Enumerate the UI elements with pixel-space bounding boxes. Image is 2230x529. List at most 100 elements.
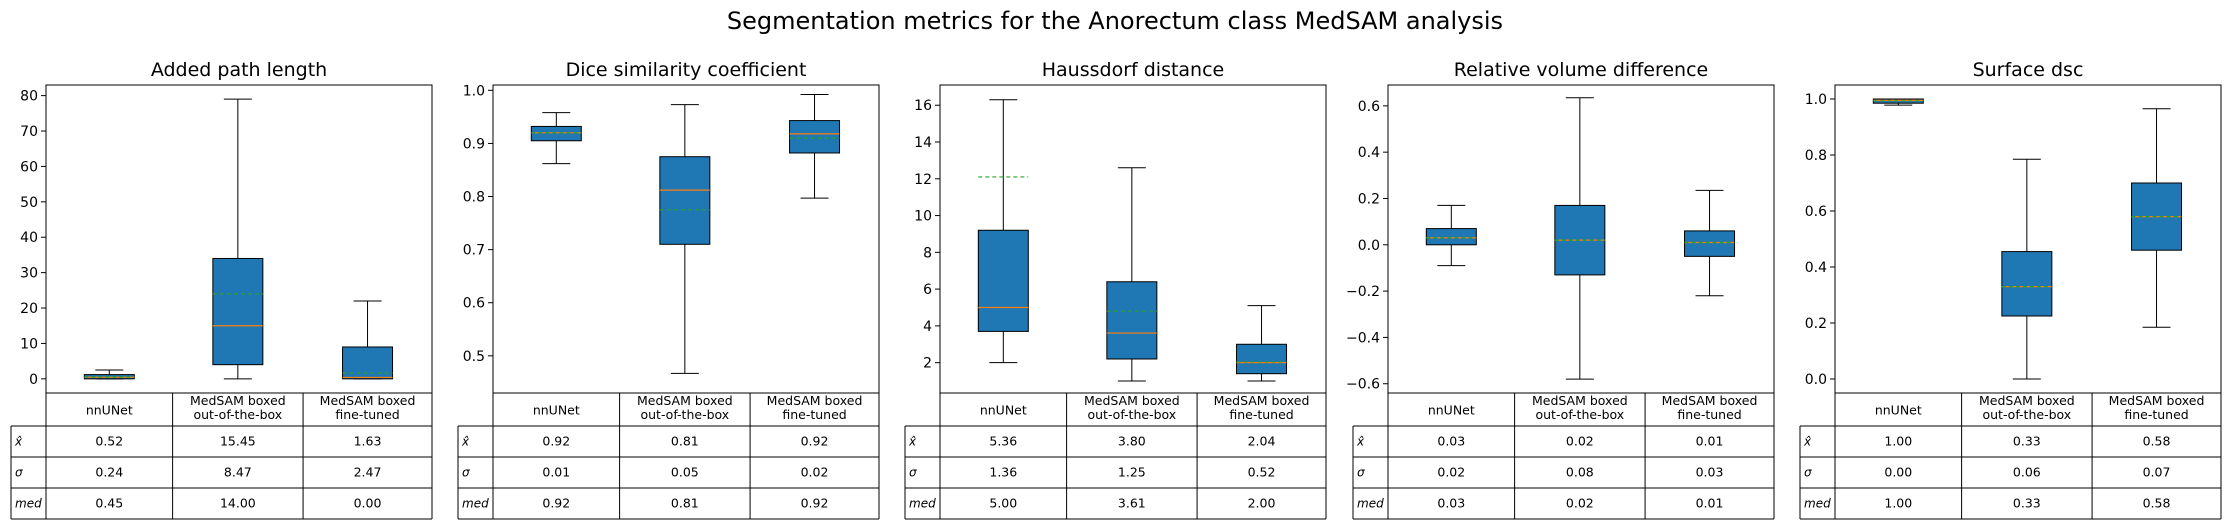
chart-title: Added path length bbox=[151, 59, 327, 81]
table-value: 0.45 bbox=[95, 496, 123, 511]
table-value: 0.81 bbox=[671, 496, 699, 511]
y-tick-label: 0.4 bbox=[1805, 260, 1827, 276]
y-tick-label: 0.4 bbox=[1358, 145, 1380, 161]
box-2 bbox=[1106, 167, 1158, 382]
column-header: fine-tuned bbox=[1229, 407, 1293, 422]
box-3 bbox=[2131, 108, 2183, 328]
iqr-box bbox=[1425, 228, 1477, 246]
column-header: MedSAM boxed bbox=[2109, 393, 2205, 408]
table-value: 0.01 bbox=[542, 465, 570, 480]
iqr-box bbox=[530, 125, 582, 142]
y-tick-label: −0.6 bbox=[1346, 377, 1380, 393]
box-1 bbox=[1425, 204, 1477, 267]
table-value: 0.92 bbox=[542, 496, 570, 511]
table-value: 0.05 bbox=[671, 465, 699, 480]
column-header: MedSAM boxed bbox=[1084, 393, 1180, 408]
column-header: nnUNet bbox=[1428, 403, 1475, 418]
y-tick-label: 0.0 bbox=[1805, 372, 1827, 388]
column-header: fine-tuned bbox=[2124, 407, 2188, 422]
iqr-box bbox=[2001, 251, 2053, 317]
y-tick-label: 16 bbox=[914, 98, 932, 114]
y-tick-label: 20 bbox=[20, 301, 38, 317]
y-tick-label: 10 bbox=[20, 336, 38, 352]
table-value: 0.92 bbox=[801, 434, 829, 449]
column-header: MedSAM boxed bbox=[1979, 393, 2075, 408]
table-value: 14.00 bbox=[220, 496, 256, 511]
box-1 bbox=[1872, 98, 1924, 106]
y-tick-label: 0.6 bbox=[463, 296, 485, 312]
y-tick-label: 0.8 bbox=[1805, 148, 1827, 164]
y-tick-label: 0.7 bbox=[463, 243, 485, 259]
row-label: x̂ bbox=[1803, 435, 1812, 449]
chart-title: Haussdorf distance bbox=[1042, 59, 1225, 81]
column-header: fine-tuned bbox=[1677, 407, 1741, 422]
figure-title: Segmentation metrics for the Anorectum c… bbox=[727, 7, 1503, 35]
column-header: MedSAM boxed bbox=[1532, 393, 1628, 408]
y-tick-label: 80 bbox=[20, 89, 38, 105]
row-label: x̂ bbox=[14, 435, 23, 449]
table-value: 0.52 bbox=[1248, 465, 1276, 480]
column-header: MedSAM boxed bbox=[767, 393, 863, 408]
iqr-box bbox=[1684, 230, 1736, 257]
row-label: σ bbox=[462, 466, 470, 480]
column-header: nnUNet bbox=[980, 403, 1027, 418]
iqr-box bbox=[977, 229, 1029, 332]
table-value: 0.07 bbox=[2143, 465, 2171, 480]
iqr-box bbox=[1106, 281, 1158, 360]
table-value: 0.33 bbox=[2013, 434, 2041, 449]
y-tick-label: 50 bbox=[20, 195, 38, 211]
y-tick-label: 8 bbox=[923, 245, 932, 261]
box-2 bbox=[212, 98, 264, 380]
iqr-box bbox=[212, 257, 264, 366]
table-value: 0.02 bbox=[1566, 434, 1594, 449]
table-value: 0.01 bbox=[1696, 434, 1724, 449]
chart-title: Surface dsc bbox=[1973, 59, 2084, 81]
row-label: med bbox=[1357, 497, 1384, 511]
table-value: 0.81 bbox=[671, 434, 699, 449]
y-tick-label: 0.8 bbox=[463, 190, 485, 206]
column-header: MedSAM boxed bbox=[1214, 393, 1310, 408]
table-value: 0.58 bbox=[2143, 434, 2171, 449]
row-label: σ bbox=[15, 466, 23, 480]
table-value: 5.36 bbox=[989, 434, 1017, 449]
y-tick-label: −0.2 bbox=[1346, 284, 1380, 300]
y-tick-label: 0.9 bbox=[463, 136, 485, 152]
column-header: nnUNet bbox=[86, 403, 133, 418]
box-3 bbox=[789, 94, 841, 199]
box-2 bbox=[1554, 97, 1606, 380]
table-value: 0.92 bbox=[542, 434, 570, 449]
box-2 bbox=[2001, 158, 2053, 380]
column-header: nnUNet bbox=[1875, 403, 1922, 418]
column-header: fine-tuned bbox=[335, 407, 399, 422]
table-value: 0.52 bbox=[95, 434, 123, 449]
table-value: 0.33 bbox=[2013, 496, 2041, 511]
column-header: nnUNet bbox=[533, 403, 580, 418]
chart-panel-5: Surface dsc 0.0 0.2 0.4 0.6 0.8 1.0 nnUNet MedSA… bbox=[1799, 59, 2222, 520]
column-header: out-of-the-box bbox=[193, 407, 282, 422]
table-value: 0.24 bbox=[95, 465, 123, 480]
column-header: MedSAM boxed bbox=[637, 393, 733, 408]
table-value: 1.63 bbox=[354, 434, 382, 449]
box-2 bbox=[659, 104, 711, 374]
y-tick-label: 1.0 bbox=[1805, 92, 1827, 108]
table-value: 0.00 bbox=[354, 496, 382, 511]
box-1 bbox=[530, 112, 582, 165]
row-label: med bbox=[909, 497, 936, 511]
table-value: 0.03 bbox=[1437, 496, 1465, 511]
y-tick-label: −0.4 bbox=[1346, 330, 1380, 346]
chart-panel-2: Dice similarity coefficient 0.5 0.6 0.7 0.8 0… bbox=[457, 59, 880, 520]
table-value: 0.03 bbox=[1696, 465, 1724, 480]
table-value: 1.00 bbox=[1884, 434, 1912, 449]
y-tick-label: 0.6 bbox=[1805, 204, 1827, 220]
y-tick-label: 12 bbox=[914, 172, 932, 188]
box-3 bbox=[1236, 305, 1288, 382]
table-value: 0.02 bbox=[801, 465, 829, 480]
column-header: MedSAM boxed bbox=[1662, 393, 1758, 408]
y-tick-label: 14 bbox=[914, 135, 932, 151]
y-tick-label: 0.5 bbox=[463, 349, 485, 365]
chart-panel-3: Haussdorf distance 2 4 6 8 10 12 14 16 nnUNet MedS… bbox=[904, 59, 1327, 520]
y-tick-label: 10 bbox=[914, 209, 932, 225]
